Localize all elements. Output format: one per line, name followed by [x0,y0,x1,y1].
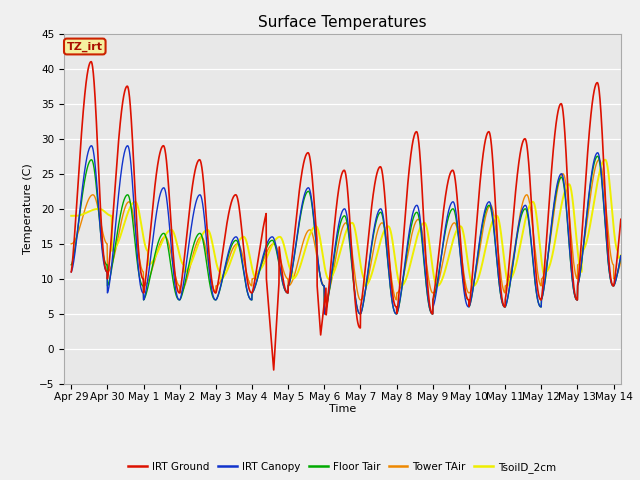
Tower TAir [125,199,133,204]
Floor Tair [125,194,133,200]
IRT Canopy [67,269,75,275]
IRT Ground [250,281,258,287]
Tower TAir [535,277,543,283]
IRT Canopy [568,272,576,278]
Legend: IRT Ground, IRT Canopy, Floor Tair, Tower TAir, TsoilD_2cm: IRT Ground, IRT Canopy, Floor Tair, Towe… [124,457,561,477]
X-axis label: Time: Time [329,405,356,414]
Floor Tair [594,154,602,159]
Tower TAir [638,237,640,242]
IRT Canopy [250,287,258,292]
TsoilD_2cm [602,157,609,163]
TsoilD_2cm [67,213,75,219]
TsoilD_2cm [396,281,403,287]
Line: IRT Ground: IRT Ground [71,61,640,370]
IRT Canopy [536,302,543,308]
TsoilD_2cm [638,192,640,198]
Tower TAir [568,240,575,245]
TsoilD_2cm [361,283,369,289]
IRT Ground [638,226,640,232]
TsoilD_2cm [568,190,575,195]
IRT Canopy [125,147,133,153]
Tower TAir [67,241,75,247]
IRT Ground [67,269,75,275]
Line: IRT Canopy: IRT Canopy [71,146,640,314]
Tower TAir [595,157,603,163]
Floor Tair [638,252,640,258]
IRT Ground [568,260,576,266]
IRT Ground [396,281,404,287]
Tower TAir [250,276,258,281]
TsoilD_2cm [250,272,258,278]
IRT Ground [87,59,95,64]
IRT Ground [270,367,278,373]
IRT Canopy [396,300,403,305]
IRT Ground [125,92,133,98]
Tower TAir [396,287,403,293]
Floor Tair [429,311,436,317]
IRT Canopy [429,311,436,317]
Line: Floor Tair: Floor Tair [71,156,640,314]
IRT Ground [536,294,543,300]
IRT Canopy [124,143,131,149]
Line: Tower TAir: Tower TAir [71,160,640,300]
Line: TsoilD_2cm: TsoilD_2cm [71,160,640,286]
TsoilD_2cm [535,234,543,240]
Title: Surface Temperatures: Surface Temperatures [258,15,427,30]
Floor Tair [250,287,258,293]
Text: TZ_irt: TZ_irt [67,41,103,52]
Tower TAir [321,297,328,303]
Y-axis label: Temperature (C): Temperature (C) [23,163,33,254]
Floor Tair [396,301,403,307]
Floor Tair [67,262,75,268]
Floor Tair [568,270,575,276]
IRT Canopy [638,252,640,258]
TsoilD_2cm [125,207,133,213]
Floor Tair [535,301,543,307]
